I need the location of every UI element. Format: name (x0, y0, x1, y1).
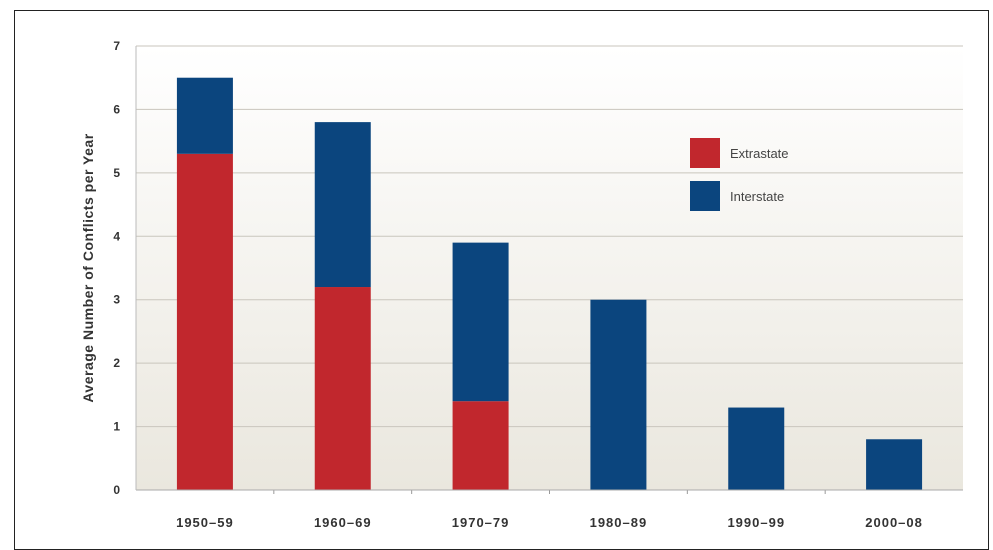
legend-label-extrastate: Extrastate (730, 146, 789, 161)
legend-swatch-interstate (690, 181, 720, 211)
bar-interstate-4 (728, 407, 785, 490)
legend: Extrastate Interstate (690, 138, 789, 211)
plot-area (136, 46, 963, 490)
bar-interstate-2 (452, 242, 509, 402)
x-tick-label: 1970–79 (452, 515, 510, 530)
x-tick-label: 1990–99 (727, 515, 785, 530)
legend-swatch-extrastate (690, 138, 720, 168)
x-tick-label: 1980–89 (590, 515, 648, 530)
legend-label-interstate: Interstate (730, 189, 784, 204)
y-tick-label: 7 (113, 39, 120, 53)
y-tick-label: 2 (113, 356, 120, 370)
gridlines (136, 45, 963, 428)
bars (176, 77, 923, 491)
bar-extrastate-2 (452, 401, 509, 490)
y-tick-label: 0 (113, 483, 120, 497)
y-tick-label: 1 (113, 420, 120, 434)
y-tick-label: 5 (113, 166, 120, 180)
y-axis-title: Average Number of Conflicts per Year (80, 133, 96, 402)
bar-extrastate-0 (176, 153, 233, 491)
bar-interstate-3 (590, 299, 647, 490)
bar-extrastate-1 (314, 287, 371, 490)
bar-interstate-5 (866, 439, 923, 490)
x-tick-label: 2000–08 (865, 515, 923, 530)
y-tick-label: 3 (113, 293, 120, 307)
x-tick-label: 1950–59 (176, 515, 234, 530)
y-tick-label: 4 (113, 229, 120, 243)
tick-labels: 0 1 2 3 4 5 6 7 1950–59 1960–69 1970–79 1980–89 1990… (113, 39, 923, 530)
bar-interstate-0 (176, 77, 233, 154)
x-tick-label: 1960–69 (314, 515, 372, 530)
bar-interstate-1 (314, 122, 371, 288)
y-tick-label: 6 (113, 102, 120, 116)
axes (135, 46, 963, 494)
